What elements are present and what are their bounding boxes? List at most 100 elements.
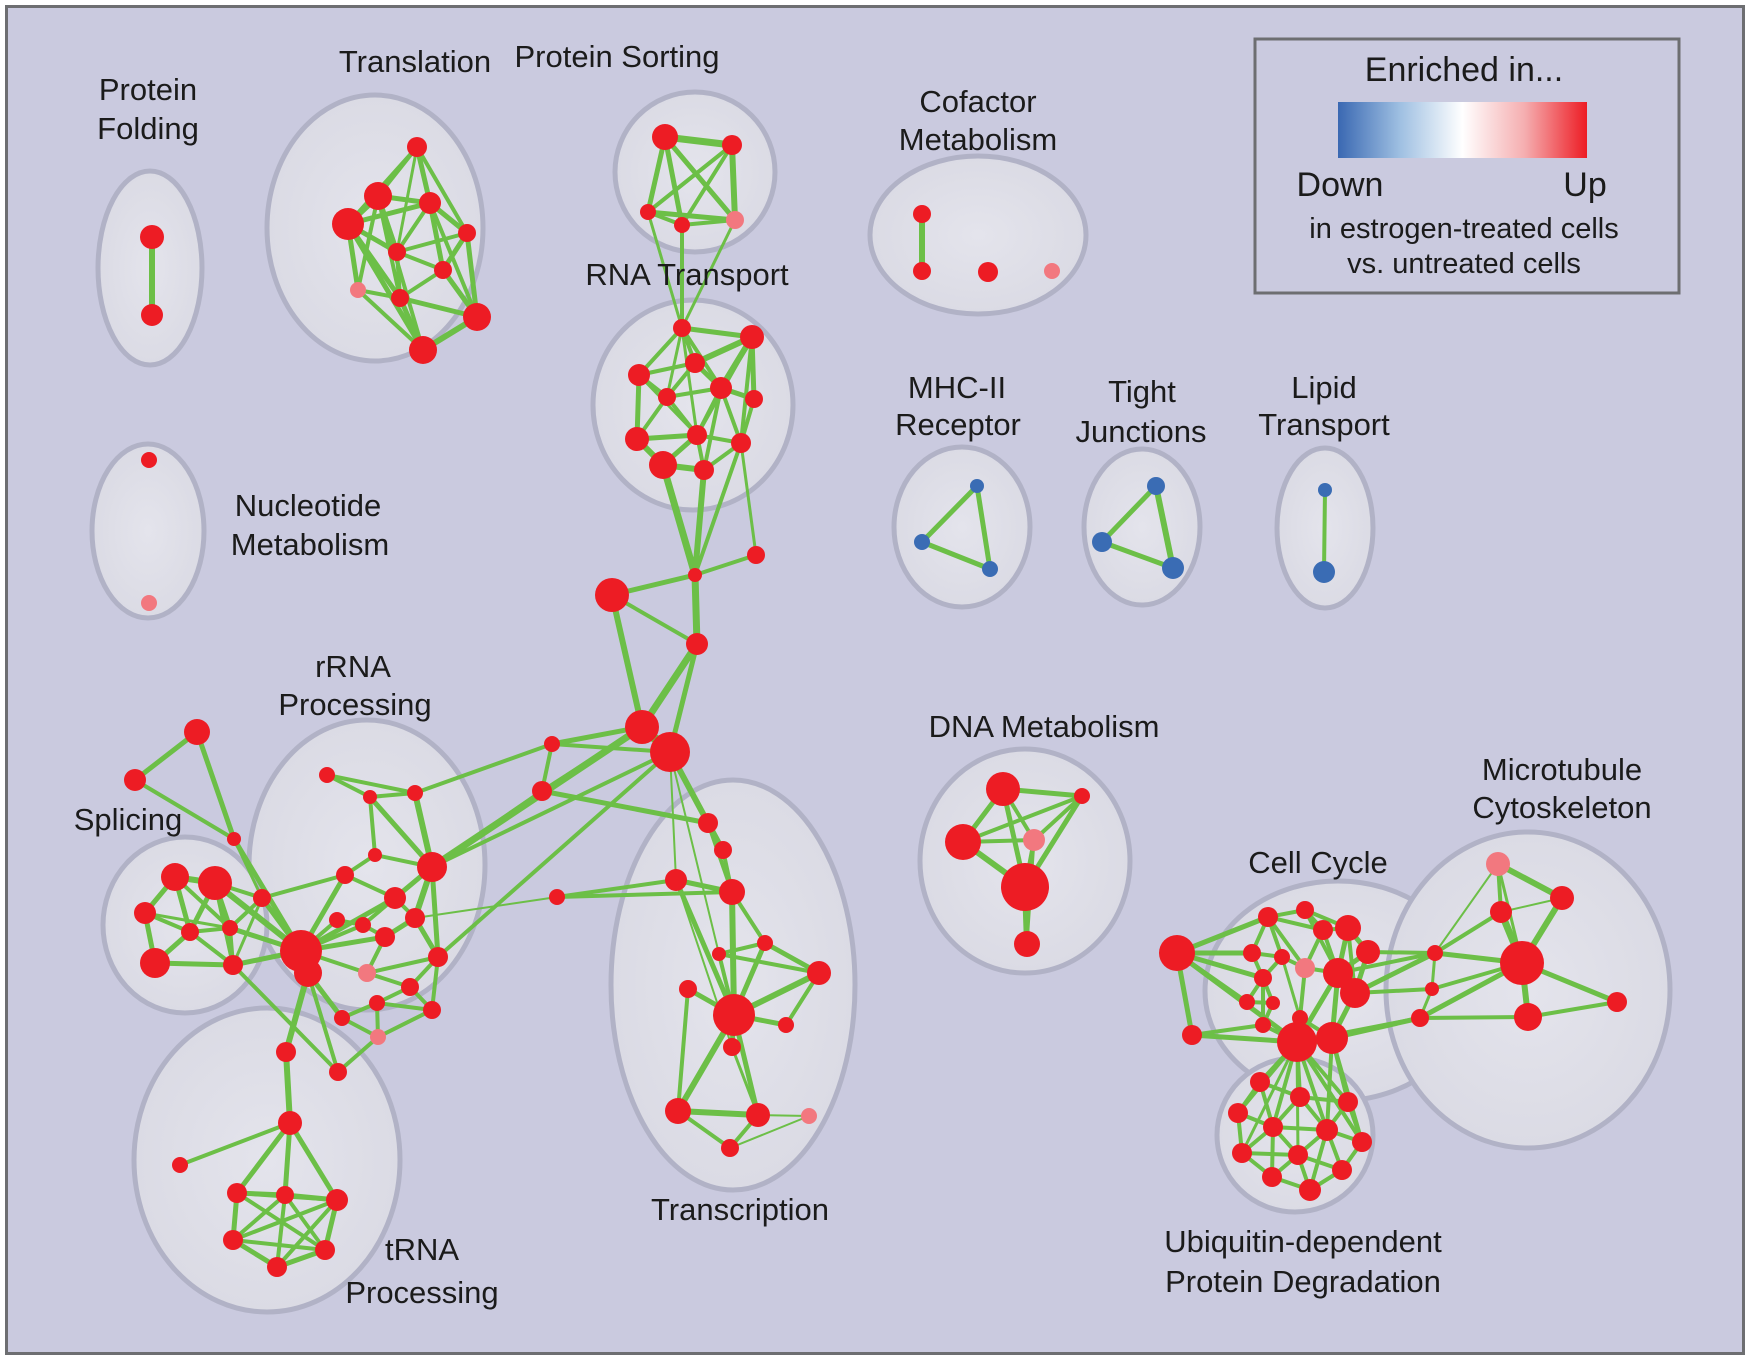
gene-set-node-sp1: [161, 863, 189, 891]
gene-set-node-tr10: [463, 303, 491, 331]
edge-tcl-tc3: [555, 878, 678, 899]
cluster-label-protein-folding: Protein: [99, 72, 197, 107]
gene-set-node-ub10: [1332, 1160, 1352, 1180]
gene-set-node-mh3: [982, 561, 998, 577]
gene-set-node-sp7: [223, 955, 243, 975]
edge-rt6-rt12: [702, 386, 723, 472]
gene-set-node-tr2: [364, 182, 392, 210]
edge-mt5-mt6: [1526, 1000, 1619, 1019]
gene-set-node-sp5: [222, 920, 238, 936]
gene-set-node-rr1: [319, 767, 335, 783]
legend-box: Enriched in... Down Up in estrogen-treat…: [1253, 37, 1681, 295]
edge-hub2-rr6: [430, 750, 672, 869]
gene-set-node-rr15: [369, 995, 385, 1011]
edge-ps2-ps5: [729, 142, 738, 223]
gene-set-node-tc11: [723, 1038, 741, 1056]
gene-set-node-cc6: [1335, 915, 1361, 941]
legend-up-label: Up: [1563, 166, 1606, 204]
edge-trg2-trg3: [133, 778, 236, 841]
edge-ps5-rt1: [680, 218, 737, 330]
edge-rt1-rt5: [665, 326, 684, 399]
gene-set-node-rt12: [694, 460, 714, 480]
gene-set-node-cc14: [1266, 996, 1280, 1010]
gene-set-node-cc4: [1296, 901, 1314, 919]
cluster-ellipse-trna-processing: [131, 1005, 403, 1315]
gene-set-node-cc9: [1295, 958, 1315, 978]
gene-set-node-tn2: [227, 1183, 247, 1203]
gene-set-node-rr6: [417, 852, 447, 882]
edge-tj2-tj3: [1099, 539, 1176, 571]
gene-set-node-tc2: [714, 841, 732, 859]
gene-set-node-tr5: [458, 224, 476, 242]
gene-set-node-tniso: [172, 1157, 188, 1173]
edge-cc1-cc17: [1174, 950, 1300, 1045]
gene-set-node-rr12: [358, 964, 376, 982]
edge-rr1-rr2: [325, 773, 372, 799]
gene-set-node-rt2: [740, 325, 764, 349]
cluster-label-nucleotide-metabolism: Metabolism: [231, 527, 390, 562]
gene-set-node-rr18: [370, 1029, 386, 1045]
edge-tr8-tr11: [356, 288, 425, 352]
gene-set-node-ps5: [726, 211, 744, 229]
edge-rr6-rr13: [429, 864, 441, 960]
edge-tj1-tj3: [1153, 483, 1176, 571]
edge-rt1-rt9: [680, 326, 699, 437]
edge-tc11-tc13: [730, 1045, 760, 1117]
edge-hub2-rr13: [436, 750, 672, 959]
gene-set-node-tr6: [388, 243, 406, 261]
gene-set-node-ps2: [722, 135, 742, 155]
gene-set-node-rrhub2: [294, 959, 322, 987]
edge-tr1-tr5: [415, 145, 469, 235]
gene-set-node-rt8: [625, 427, 649, 451]
gene-set-node-tn4: [326, 1189, 348, 1211]
gene-set-node-ub5: [1263, 1117, 1283, 1137]
gene-set-node-ps1: [652, 124, 678, 150]
cluster-labels-layer: Protein Folding Translation Protein Sorting…: [74, 39, 1652, 1310]
cluster-label-mhc-ii-receptor: MHC-II: [908, 370, 1006, 405]
edge-rt11-j1: [659, 461, 699, 579]
gene-set-node-mt5: [1514, 1003, 1542, 1031]
gene-set-node-ub9: [1288, 1145, 1308, 1165]
edge-rt10-nr: [739, 441, 758, 557]
edge-rr19-rrhub2: [306, 971, 340, 1074]
edge-tn5-tn6: [231, 1238, 327, 1252]
gene-set-node-tc5: [712, 947, 726, 961]
gene-set-node-b1: [595, 578, 629, 612]
edge-sp7-rr19: [231, 963, 340, 1074]
gene-set-node-dm3: [945, 824, 981, 860]
cluster-label-transcription: Transcription: [651, 1192, 829, 1227]
edge-tn1-tniso: [178, 1121, 292, 1167]
gene-set-node-cn1: [1427, 945, 1443, 961]
gene-set-node-rr2: [363, 790, 377, 804]
edge-tn3-tn6: [283, 1193, 327, 1252]
cluster-ellipse-cofactor-metabolism: [867, 153, 1089, 317]
cluster-ellipse-tight-junctions: [1081, 446, 1203, 608]
edge-l2-tc1: [539, 788, 711, 826]
legend-gradient-bar: [1338, 102, 1587, 158]
gene-set-node-rr17: [334, 1010, 350, 1026]
gene-set-node-j1: [688, 568, 702, 582]
gene-set-node-rr7: [384, 887, 406, 909]
cluster-label-translation: Translation: [339, 44, 491, 79]
edge-lp1-lp2: [1322, 488, 1327, 574]
edge-tc14-tc15: [729, 1115, 810, 1149]
gene-set-node-mt4: [1500, 941, 1544, 985]
legend-border: [1253, 37, 1681, 295]
edge-cc2-cc16: [1190, 1023, 1265, 1037]
gene-set-node-tj3: [1162, 557, 1184, 579]
gene-set-node-l1: [544, 736, 560, 752]
edge-l1-rr3: [413, 742, 554, 795]
gene-set-node-trg3: [227, 832, 241, 846]
edge-cc8-cc15: [1280, 955, 1302, 1020]
edge-tn4-tn7: [275, 1198, 339, 1269]
edge-tr4-tr11: [345, 221, 426, 353]
cluster-label-tight-junctions: Tight: [1108, 374, 1176, 409]
gene-set-node-ub3: [1338, 1092, 1358, 1112]
edge-tc7-tc12: [676, 987, 690, 1113]
gene-set-node-cc10: [1254, 969, 1272, 987]
edge-trg1-trg2: [132, 729, 200, 783]
gene-set-node-tr1: [407, 137, 427, 157]
edge-tn1-tn2: [234, 1120, 293, 1196]
gene-set-node-nm1: [141, 452, 157, 468]
gene-set-node-tr11: [409, 336, 437, 364]
